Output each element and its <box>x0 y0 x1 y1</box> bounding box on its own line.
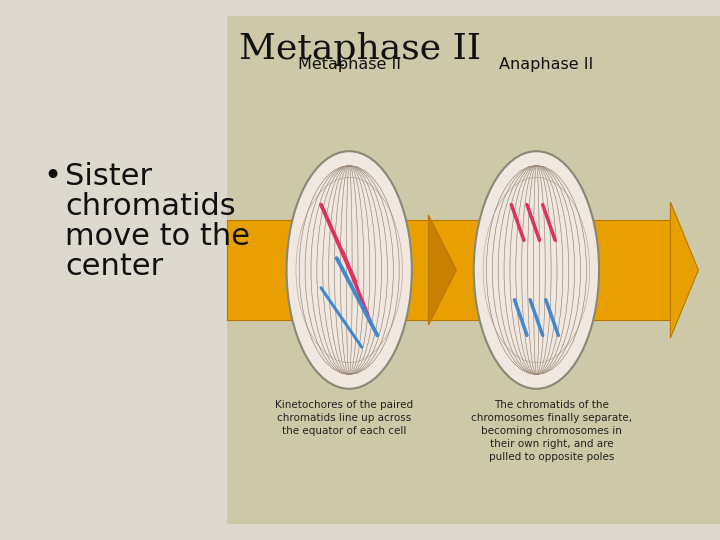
Bar <box>227 16 720 524</box>
Text: Metaphase II: Metaphase II <box>239 32 481 65</box>
Text: chromatids: chromatids <box>66 192 236 221</box>
Ellipse shape <box>287 151 412 389</box>
Text: center: center <box>66 252 163 281</box>
Ellipse shape <box>474 151 599 389</box>
Text: move to the: move to the <box>66 222 251 251</box>
Text: Kinetochores of the paired
chromatids line up across
the equator of each cell: Kinetochores of the paired chromatids li… <box>275 400 413 436</box>
Text: Anaphase II: Anaphase II <box>499 57 593 72</box>
Text: The chromatids of the
chromosomes finally separate,
becoming chromosomes in
thei: The chromatids of the chromosomes finall… <box>471 400 632 462</box>
Text: Metaphase II: Metaphase II <box>297 57 401 72</box>
Text: •: • <box>43 162 61 191</box>
Text: Sister: Sister <box>66 162 153 191</box>
Polygon shape <box>670 202 698 338</box>
Polygon shape <box>428 215 456 325</box>
Bar <box>227 220 670 320</box>
